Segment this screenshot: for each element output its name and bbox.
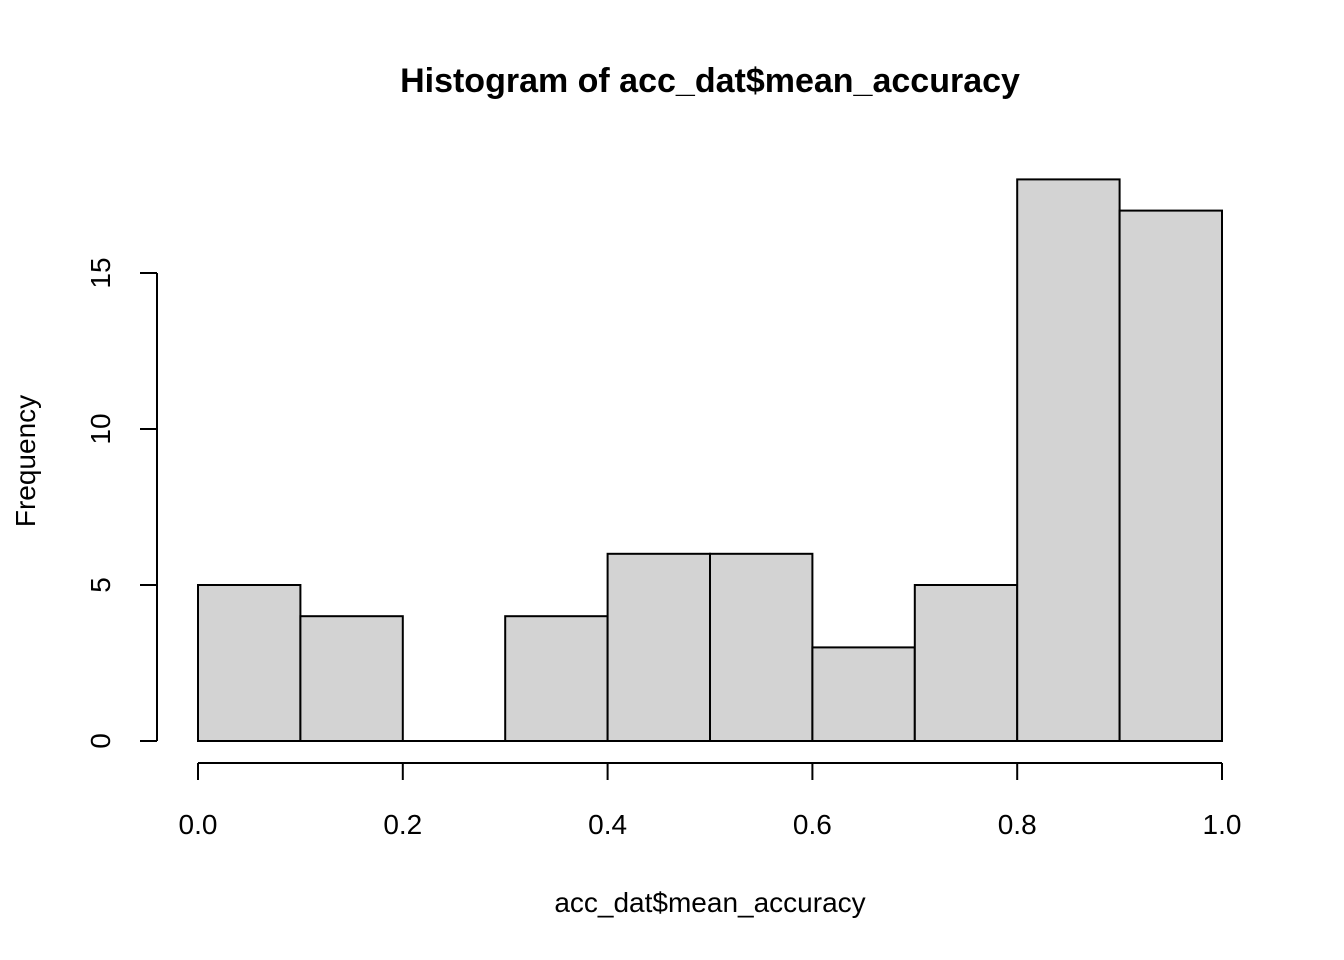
histogram-bar	[197, 584, 302, 742]
histogram-bar	[811, 646, 916, 743]
x-tick-label: 0.4	[588, 809, 627, 840]
x-axis: 0.0 0.2 0.4 0.6 0.8 1.0	[179, 762, 1242, 840]
y-axis: 0 5 10 15	[85, 257, 158, 749]
x-tick-label: 0.6	[793, 809, 832, 840]
x-tick-label: 0.2	[383, 809, 422, 840]
x-tick-label: 0.0	[179, 809, 218, 840]
histogram-bar	[913, 584, 1019, 742]
histogram-bar	[606, 552, 711, 742]
x-tick-label: 0.8	[998, 809, 1037, 840]
x-tick-label: 1.0	[1203, 809, 1242, 840]
y-axis-label: Frequency	[10, 395, 41, 527]
histogram-bar	[1118, 209, 1223, 743]
histogram-bar	[709, 552, 814, 742]
histogram-bar	[1016, 178, 1121, 742]
histogram-bar	[299, 615, 404, 743]
y-tick-label: 15	[85, 257, 116, 288]
x-axis-label: acc_dat$mean_accuracy	[554, 887, 865, 918]
histogram-bar	[504, 615, 609, 743]
y-tick-label: 5	[85, 577, 116, 593]
y-tick-label: 0	[85, 733, 116, 749]
bars	[197, 178, 1223, 743]
chart-title: Histogram of acc_dat$mean_accuracy	[400, 62, 1020, 100]
y-tick-label: 10	[85, 413, 116, 444]
